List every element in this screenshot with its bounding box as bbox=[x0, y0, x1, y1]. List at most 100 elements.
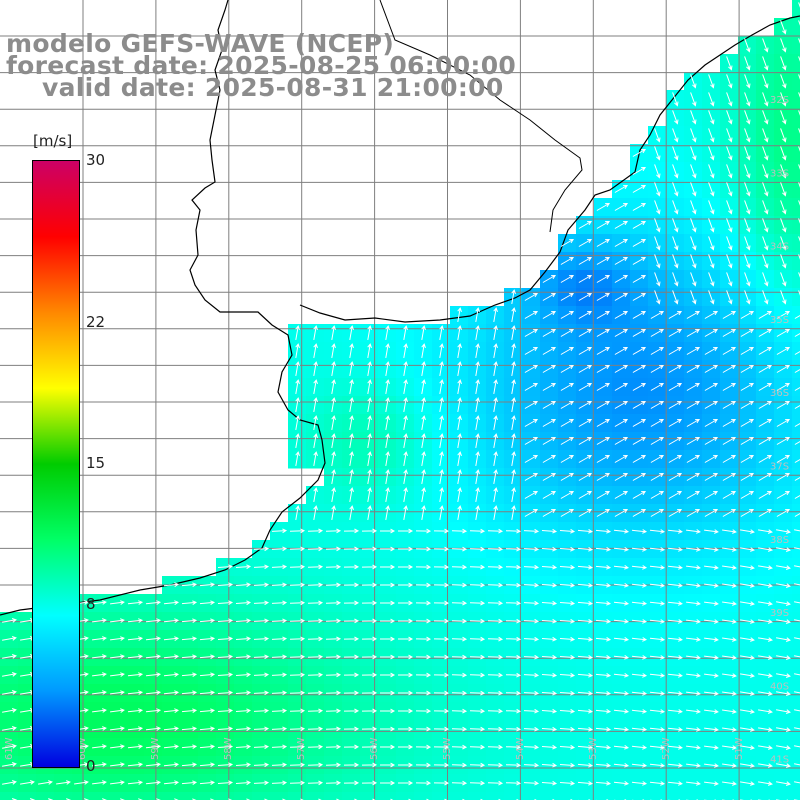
wind-arrow bbox=[762, 92, 769, 107]
wind-arrow bbox=[439, 469, 444, 484]
wind-arrow bbox=[2, 726, 17, 731]
wind-arrow bbox=[595, 780, 612, 786]
wind-cell bbox=[792, 558, 800, 577]
wind-arrow bbox=[403, 487, 408, 502]
wind-arrow bbox=[433, 672, 450, 678]
wind-arrow bbox=[595, 546, 612, 552]
wind-arrow bbox=[722, 400, 737, 409]
wind-arrow bbox=[433, 690, 450, 696]
wind-arrow bbox=[578, 364, 593, 373]
wind-arrow bbox=[776, 619, 791, 624]
wind-arrow bbox=[650, 490, 665, 499]
wind-arrow bbox=[451, 600, 468, 606]
wind-arrow bbox=[385, 415, 390, 430]
wind-arrow bbox=[110, 780, 125, 785]
wind-cell bbox=[252, 792, 271, 800]
wind-arrow bbox=[686, 472, 701, 481]
wind-arrow bbox=[451, 564, 468, 570]
wind-arrow bbox=[235, 636, 252, 642]
wind-arrow bbox=[668, 310, 683, 319]
wind-arrow bbox=[92, 654, 107, 659]
wind-arrow bbox=[541, 654, 558, 660]
wind-arrow bbox=[271, 564, 288, 570]
wind-arrow bbox=[2, 618, 17, 623]
wind-arrow bbox=[613, 546, 630, 552]
wind-arrow bbox=[794, 547, 800, 550]
wind-arrow bbox=[686, 709, 701, 714]
wind-arrow bbox=[794, 565, 800, 568]
wind-arrow bbox=[295, 505, 300, 520]
wind-arrow bbox=[798, 92, 800, 98]
wind-arrow bbox=[560, 292, 575, 301]
wind-arrow bbox=[380, 780, 396, 786]
wind-arrow bbox=[542, 508, 557, 517]
wind-arrow bbox=[686, 400, 701, 409]
wind-arrow bbox=[349, 379, 354, 394]
wind-arrow bbox=[708, 290, 715, 305]
wind-arrow bbox=[127, 744, 144, 749]
colorbar-tick-label: 15 bbox=[86, 454, 106, 472]
wind-arrow bbox=[380, 582, 396, 588]
wind-arrow bbox=[505, 564, 522, 570]
wind-arrow bbox=[271, 780, 288, 786]
wind-arrow bbox=[798, 236, 800, 242]
wind-arrow bbox=[289, 762, 306, 768]
wind-arrow bbox=[758, 601, 773, 606]
wind-arrow bbox=[433, 618, 450, 624]
wind-arrow bbox=[163, 654, 180, 660]
wind-arrow bbox=[523, 528, 540, 534]
wind-arrow bbox=[654, 254, 661, 269]
wind-arrow bbox=[398, 690, 414, 696]
wind-arrow bbox=[649, 601, 666, 606]
wind-arrow bbox=[403, 361, 408, 376]
wind-arrow bbox=[289, 618, 306, 624]
wind-arrow bbox=[780, 218, 787, 233]
wind-arrow bbox=[649, 673, 666, 678]
wind-arrow bbox=[794, 350, 800, 355]
wind-arrow bbox=[708, 182, 715, 197]
wind-arrow bbox=[614, 400, 629, 409]
wind-arrow bbox=[398, 744, 414, 750]
wind-arrow bbox=[672, 200, 679, 215]
wind-arrow bbox=[325, 762, 342, 768]
wind-arrow bbox=[632, 364, 647, 373]
wind-arrow bbox=[758, 781, 773, 786]
wind-arrow bbox=[559, 726, 576, 732]
wind-arrow bbox=[758, 328, 773, 337]
wind-arrow bbox=[163, 780, 180, 786]
wind-cell bbox=[576, 792, 595, 800]
wind-arrow bbox=[127, 636, 144, 641]
wind-arrow bbox=[385, 433, 390, 448]
wind-arrow bbox=[650, 418, 665, 427]
wind-cell bbox=[414, 792, 433, 800]
wind-arrow bbox=[163, 582, 180, 588]
wind-arrow bbox=[524, 508, 539, 517]
wind-cell bbox=[288, 792, 307, 800]
wind-arrow bbox=[776, 781, 791, 786]
wind-arrow bbox=[722, 655, 737, 660]
wind-arrow bbox=[704, 547, 719, 552]
wind-arrow bbox=[726, 218, 733, 233]
wind-arrow bbox=[690, 128, 697, 143]
wind-arrow bbox=[235, 672, 252, 678]
wind-arrow bbox=[632, 436, 647, 445]
wind-arrow bbox=[415, 636, 432, 642]
wind-arrow bbox=[524, 418, 539, 427]
wind-arrow bbox=[614, 382, 629, 391]
wind-arrow bbox=[235, 708, 252, 714]
wind-cell bbox=[108, 792, 127, 800]
wind-arrow bbox=[649, 781, 666, 786]
wind-arrow bbox=[596, 490, 611, 499]
wind-arrow bbox=[253, 654, 270, 660]
wind-arrow bbox=[704, 655, 719, 660]
wind-arrow bbox=[343, 636, 360, 642]
wind-arrow bbox=[758, 673, 773, 678]
wind-arrow bbox=[361, 636, 378, 642]
wind-arrow bbox=[758, 508, 773, 517]
wind-arrow bbox=[2, 744, 17, 749]
wind-arrow bbox=[614, 346, 629, 355]
wind-arrow bbox=[398, 780, 414, 786]
wind-arrow bbox=[451, 546, 468, 552]
wind-arrow bbox=[708, 74, 715, 89]
